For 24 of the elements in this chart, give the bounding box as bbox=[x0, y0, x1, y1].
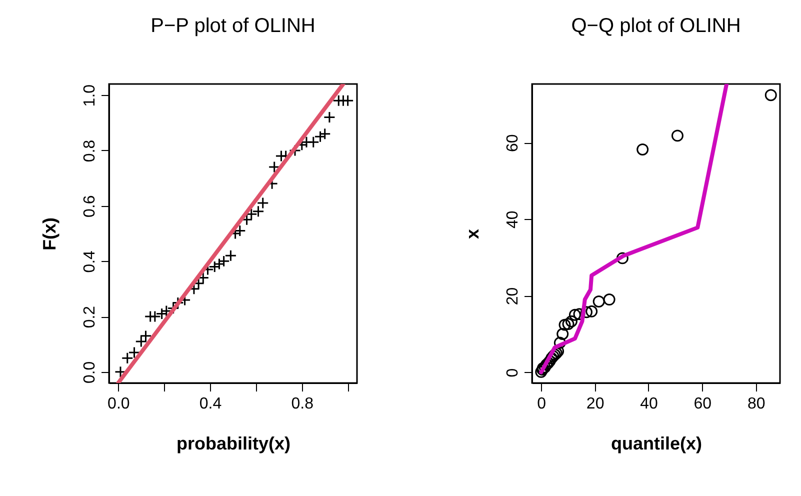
x-tick-label: 40 bbox=[640, 396, 658, 412]
x-tick-label: 0.4 bbox=[199, 396, 222, 412]
y-tick-label: 0.6 bbox=[82, 195, 98, 218]
y-tick-label: 60 bbox=[504, 134, 522, 152]
x-tick-label: 20 bbox=[586, 396, 604, 412]
x-tick-label: 0.0 bbox=[108, 396, 130, 412]
y-axis-title: x bbox=[462, 228, 482, 240]
x-axis-title: probability(x) bbox=[176, 434, 291, 454]
y-tick-label: 1.0 bbox=[82, 84, 98, 107]
y-tick-label: 0.0 bbox=[82, 361, 98, 384]
x-tick-label: 60 bbox=[694, 396, 712, 412]
chart-title: P−P plot of OLINH bbox=[150, 14, 316, 37]
y-tick-label: 0.8 bbox=[82, 140, 98, 162]
y-tick-label: 0.4 bbox=[82, 250, 98, 273]
x-tick-label: 0 bbox=[537, 396, 546, 412]
x-tick-label: 80 bbox=[747, 396, 766, 412]
x-axis-title: quantile(x) bbox=[610, 434, 702, 454]
y-tick-label: 0 bbox=[504, 368, 522, 378]
y-tick-label: 20 bbox=[504, 287, 522, 306]
y-axis-title: F(x) bbox=[40, 218, 60, 250]
y-tick-label: 0.2 bbox=[82, 306, 98, 328]
chart-title: Q−Q plot of OLINH bbox=[571, 15, 741, 37]
x-tick-label: 0.8 bbox=[291, 396, 314, 412]
y-tick-label: 40 bbox=[504, 210, 522, 229]
